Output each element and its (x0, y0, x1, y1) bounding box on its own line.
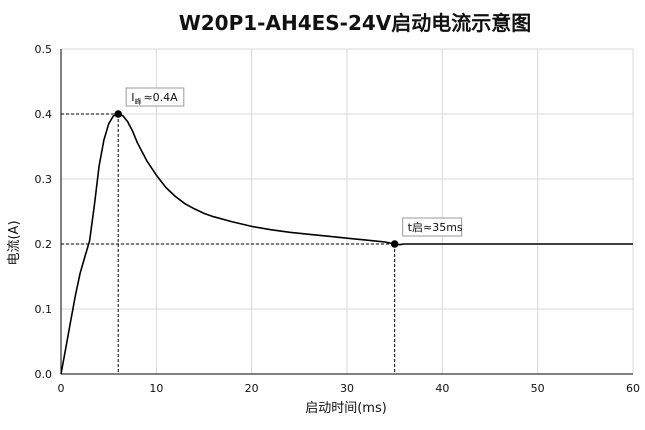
annotation-label: I峰 ≈0.4A (131, 91, 178, 106)
y-tick-label: 0.1 (35, 303, 53, 316)
x-tick-label: 20 (245, 382, 259, 395)
x-tick-label: 10 (149, 382, 163, 395)
x-tick-label: 50 (531, 382, 545, 395)
y-tick-label: 0.5 (35, 43, 53, 56)
annotation-box (402, 217, 463, 237)
line-layer (60, 113, 633, 375)
annotation-box (125, 87, 185, 107)
guide-layer (61, 113, 396, 374)
y-tick-label: 0.0 (35, 368, 53, 381)
marked-point (390, 240, 399, 248)
x-tick-label: 0 (58, 382, 65, 395)
point-layer (114, 110, 399, 248)
y-tick-label: 0.4 (35, 108, 53, 121)
current-curve (60, 113, 633, 375)
y-tick-label: 0.3 (35, 173, 53, 186)
grid-layer (61, 48, 634, 374)
chart-title: W20P1-AH4ES-24V启动电流示意图 (179, 11, 532, 35)
marked-point (114, 110, 122, 118)
x-axis-label: 启动时间(ms) (305, 401, 387, 416)
x-tick-label: 30 (340, 382, 354, 395)
y-tick-label: 0.2 (35, 238, 53, 251)
annotation-layer: I峰 ≈0.4A t启≈35ms (125, 87, 463, 237)
y-axis-label: 电流(A) (7, 220, 22, 265)
x-tick-label: 40 (435, 382, 449, 395)
axis-layer: 0 10 20 30 40 50 60 0.0 0.1 0.2 0.3 0.4 0.5 (35, 43, 641, 395)
annotation-label: t启≈35ms (408, 221, 463, 234)
x-tick-label: 60 (626, 382, 640, 395)
